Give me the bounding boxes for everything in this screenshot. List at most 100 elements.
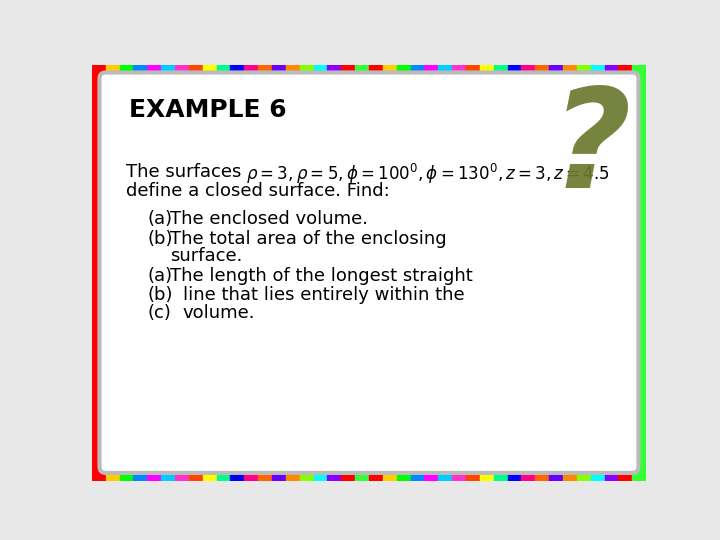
Bar [328,64,342,79]
Bar [355,231,370,245]
Bar [286,133,300,148]
Bar [133,258,148,273]
Bar [148,133,162,148]
Bar [521,92,536,106]
Bar [383,78,397,92]
Bar [452,466,467,481]
Bar [369,466,384,481]
Bar [355,147,370,162]
Bar [355,64,370,79]
Bar [217,133,231,148]
Bar [605,133,619,148]
Bar [563,466,577,481]
Bar [618,161,633,176]
Bar [217,438,231,453]
Bar [508,106,522,120]
Bar [397,64,411,79]
Bar [244,119,259,134]
Bar [383,244,397,259]
Bar [272,78,287,92]
Bar [286,175,300,190]
Bar [369,397,384,411]
Bar [106,161,120,176]
Bar [244,314,259,328]
Bar [605,452,619,467]
Bar [590,161,606,176]
Bar [618,424,633,439]
Bar [590,466,606,481]
Bar [563,438,577,453]
Bar [383,231,397,245]
Bar [383,189,397,204]
Bar [328,231,342,245]
Bar [577,189,592,204]
Bar [258,397,273,411]
Bar [341,327,356,342]
Bar [397,78,411,92]
Bar [328,244,342,259]
Bar [577,244,592,259]
Bar [632,244,647,259]
Bar [175,106,189,120]
Bar [425,452,439,467]
Bar [383,161,397,176]
Bar [148,272,162,287]
Bar [480,258,495,273]
Bar [328,106,342,120]
Bar [175,161,189,176]
Bar [230,133,245,148]
Bar [494,258,508,273]
Bar [92,217,107,231]
Bar [92,341,107,356]
Bar [425,78,439,92]
Bar [92,466,107,481]
Bar [300,106,315,120]
Bar [563,133,577,148]
Bar [452,369,467,383]
Bar [355,161,370,176]
Bar [577,231,592,245]
Bar [452,286,467,300]
Bar [369,119,384,134]
Bar [341,258,356,273]
Bar [286,397,300,411]
Bar [258,92,273,106]
Bar [106,244,120,259]
Bar [577,133,592,148]
Bar [203,92,217,106]
Bar [438,466,453,481]
Bar [480,231,495,245]
Bar [549,341,564,356]
Bar [480,217,495,231]
Bar [494,78,508,92]
Bar [410,327,426,342]
Bar [328,161,342,176]
Bar [397,161,411,176]
Bar [369,438,384,453]
Bar [217,341,231,356]
Bar [203,452,217,467]
Bar [508,424,522,439]
Bar [189,161,204,176]
Bar [605,78,619,92]
Bar [425,383,439,397]
Bar [480,244,495,259]
Bar [494,189,508,204]
Bar [175,369,189,383]
Bar [466,300,481,314]
Bar [438,231,453,245]
Bar [632,452,647,467]
Bar [133,231,148,245]
Bar [175,383,189,397]
Bar [300,452,315,467]
Bar [618,78,633,92]
Bar [328,466,342,481]
Bar [369,341,384,356]
Bar [577,78,592,92]
Bar [272,133,287,148]
Bar [632,272,647,287]
Bar [369,78,384,92]
Bar [92,300,107,314]
Bar [161,452,176,467]
Bar [272,369,287,383]
